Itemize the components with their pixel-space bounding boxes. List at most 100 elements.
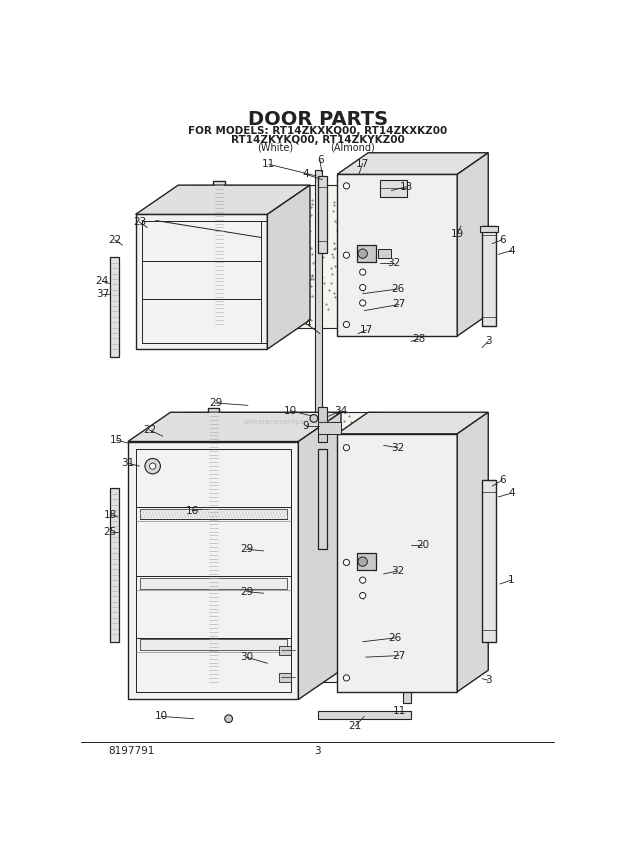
- Text: 29: 29: [209, 398, 222, 408]
- Text: 23: 23: [133, 217, 146, 227]
- Bar: [140, 508, 286, 520]
- Bar: [140, 639, 286, 651]
- Polygon shape: [298, 413, 341, 699]
- Text: 20: 20: [416, 540, 429, 550]
- Text: 17: 17: [360, 325, 373, 335]
- Text: 29: 29: [240, 586, 253, 597]
- Polygon shape: [317, 422, 341, 434]
- Text: 18: 18: [104, 509, 117, 520]
- Text: 31: 31: [122, 458, 135, 468]
- Circle shape: [224, 715, 232, 722]
- Text: 32: 32: [391, 443, 404, 453]
- Text: 4: 4: [303, 169, 309, 179]
- Polygon shape: [378, 249, 391, 259]
- Circle shape: [343, 559, 350, 566]
- Text: 9: 9: [303, 421, 309, 431]
- Circle shape: [343, 444, 350, 451]
- Text: RT14ZKYKQ00, RT14ZKYKZ00: RT14ZKYKQ00, RT14ZKYKZ00: [231, 134, 405, 145]
- Text: 30: 30: [240, 652, 253, 663]
- Polygon shape: [110, 257, 119, 357]
- Circle shape: [310, 414, 317, 422]
- Polygon shape: [337, 413, 489, 434]
- Text: DOOR PARTS: DOOR PARTS: [247, 110, 388, 129]
- Text: 6: 6: [317, 156, 324, 165]
- Polygon shape: [185, 413, 378, 681]
- Polygon shape: [208, 408, 219, 687]
- Polygon shape: [337, 152, 489, 175]
- Text: 10: 10: [284, 406, 297, 416]
- Text: 17: 17: [356, 158, 370, 169]
- Text: 32: 32: [391, 566, 404, 576]
- Circle shape: [343, 675, 350, 681]
- Text: 3: 3: [485, 336, 492, 347]
- Text: 21: 21: [348, 722, 361, 731]
- Polygon shape: [317, 449, 327, 550]
- Text: 4: 4: [304, 319, 311, 330]
- Text: 3: 3: [485, 675, 492, 685]
- Circle shape: [358, 557, 367, 567]
- Text: 27: 27: [392, 300, 405, 310]
- Bar: [140, 578, 286, 589]
- Polygon shape: [213, 181, 224, 331]
- Text: 24: 24: [95, 276, 109, 287]
- Polygon shape: [136, 185, 310, 214]
- Text: 32: 32: [387, 258, 401, 268]
- Polygon shape: [379, 180, 407, 197]
- Text: (Almond): (Almond): [330, 142, 375, 152]
- Text: 19: 19: [451, 229, 464, 239]
- Circle shape: [360, 284, 366, 290]
- Polygon shape: [356, 245, 376, 262]
- Text: 13: 13: [401, 181, 414, 192]
- Text: 25: 25: [104, 527, 117, 538]
- Polygon shape: [128, 413, 341, 442]
- Circle shape: [358, 249, 367, 259]
- Polygon shape: [403, 434, 410, 704]
- Polygon shape: [482, 480, 496, 642]
- Text: 8197791: 8197791: [108, 746, 155, 756]
- Circle shape: [145, 459, 161, 474]
- Text: 11: 11: [262, 159, 275, 169]
- Text: 10: 10: [154, 711, 168, 722]
- Polygon shape: [337, 434, 458, 692]
- Text: 11: 11: [392, 706, 405, 716]
- Text: 26: 26: [389, 633, 402, 643]
- Text: 26: 26: [391, 284, 404, 294]
- Text: 22: 22: [143, 425, 156, 435]
- Polygon shape: [136, 214, 267, 349]
- Text: 34: 34: [334, 406, 348, 416]
- Circle shape: [149, 463, 156, 469]
- Polygon shape: [337, 175, 458, 336]
- Polygon shape: [314, 170, 322, 419]
- Polygon shape: [480, 226, 498, 232]
- Text: (White): (White): [257, 142, 293, 152]
- Polygon shape: [128, 442, 298, 699]
- Text: allreplacementparts.com: allreplacementparts.com: [243, 419, 330, 425]
- Text: 29: 29: [240, 544, 253, 555]
- Polygon shape: [356, 553, 376, 570]
- Polygon shape: [317, 175, 327, 253]
- Polygon shape: [482, 226, 496, 326]
- Circle shape: [360, 592, 366, 598]
- Circle shape: [343, 183, 350, 189]
- Circle shape: [343, 253, 350, 259]
- Text: 15: 15: [110, 435, 123, 445]
- Text: 4: 4: [508, 246, 515, 256]
- Polygon shape: [279, 645, 291, 655]
- Circle shape: [343, 321, 350, 328]
- Polygon shape: [267, 185, 310, 349]
- Circle shape: [360, 300, 366, 306]
- Text: 16: 16: [185, 506, 199, 516]
- Text: 4: 4: [508, 488, 515, 498]
- Polygon shape: [190, 185, 348, 328]
- Text: 3: 3: [314, 746, 321, 756]
- Text: 37: 37: [95, 288, 109, 299]
- Text: 28: 28: [412, 334, 425, 344]
- Text: 6: 6: [499, 235, 505, 245]
- Polygon shape: [458, 152, 489, 336]
- Polygon shape: [279, 673, 291, 681]
- Text: 22: 22: [108, 235, 122, 245]
- Text: 1: 1: [508, 575, 515, 586]
- Polygon shape: [110, 488, 119, 642]
- Text: 6: 6: [499, 475, 505, 485]
- Polygon shape: [317, 407, 327, 442]
